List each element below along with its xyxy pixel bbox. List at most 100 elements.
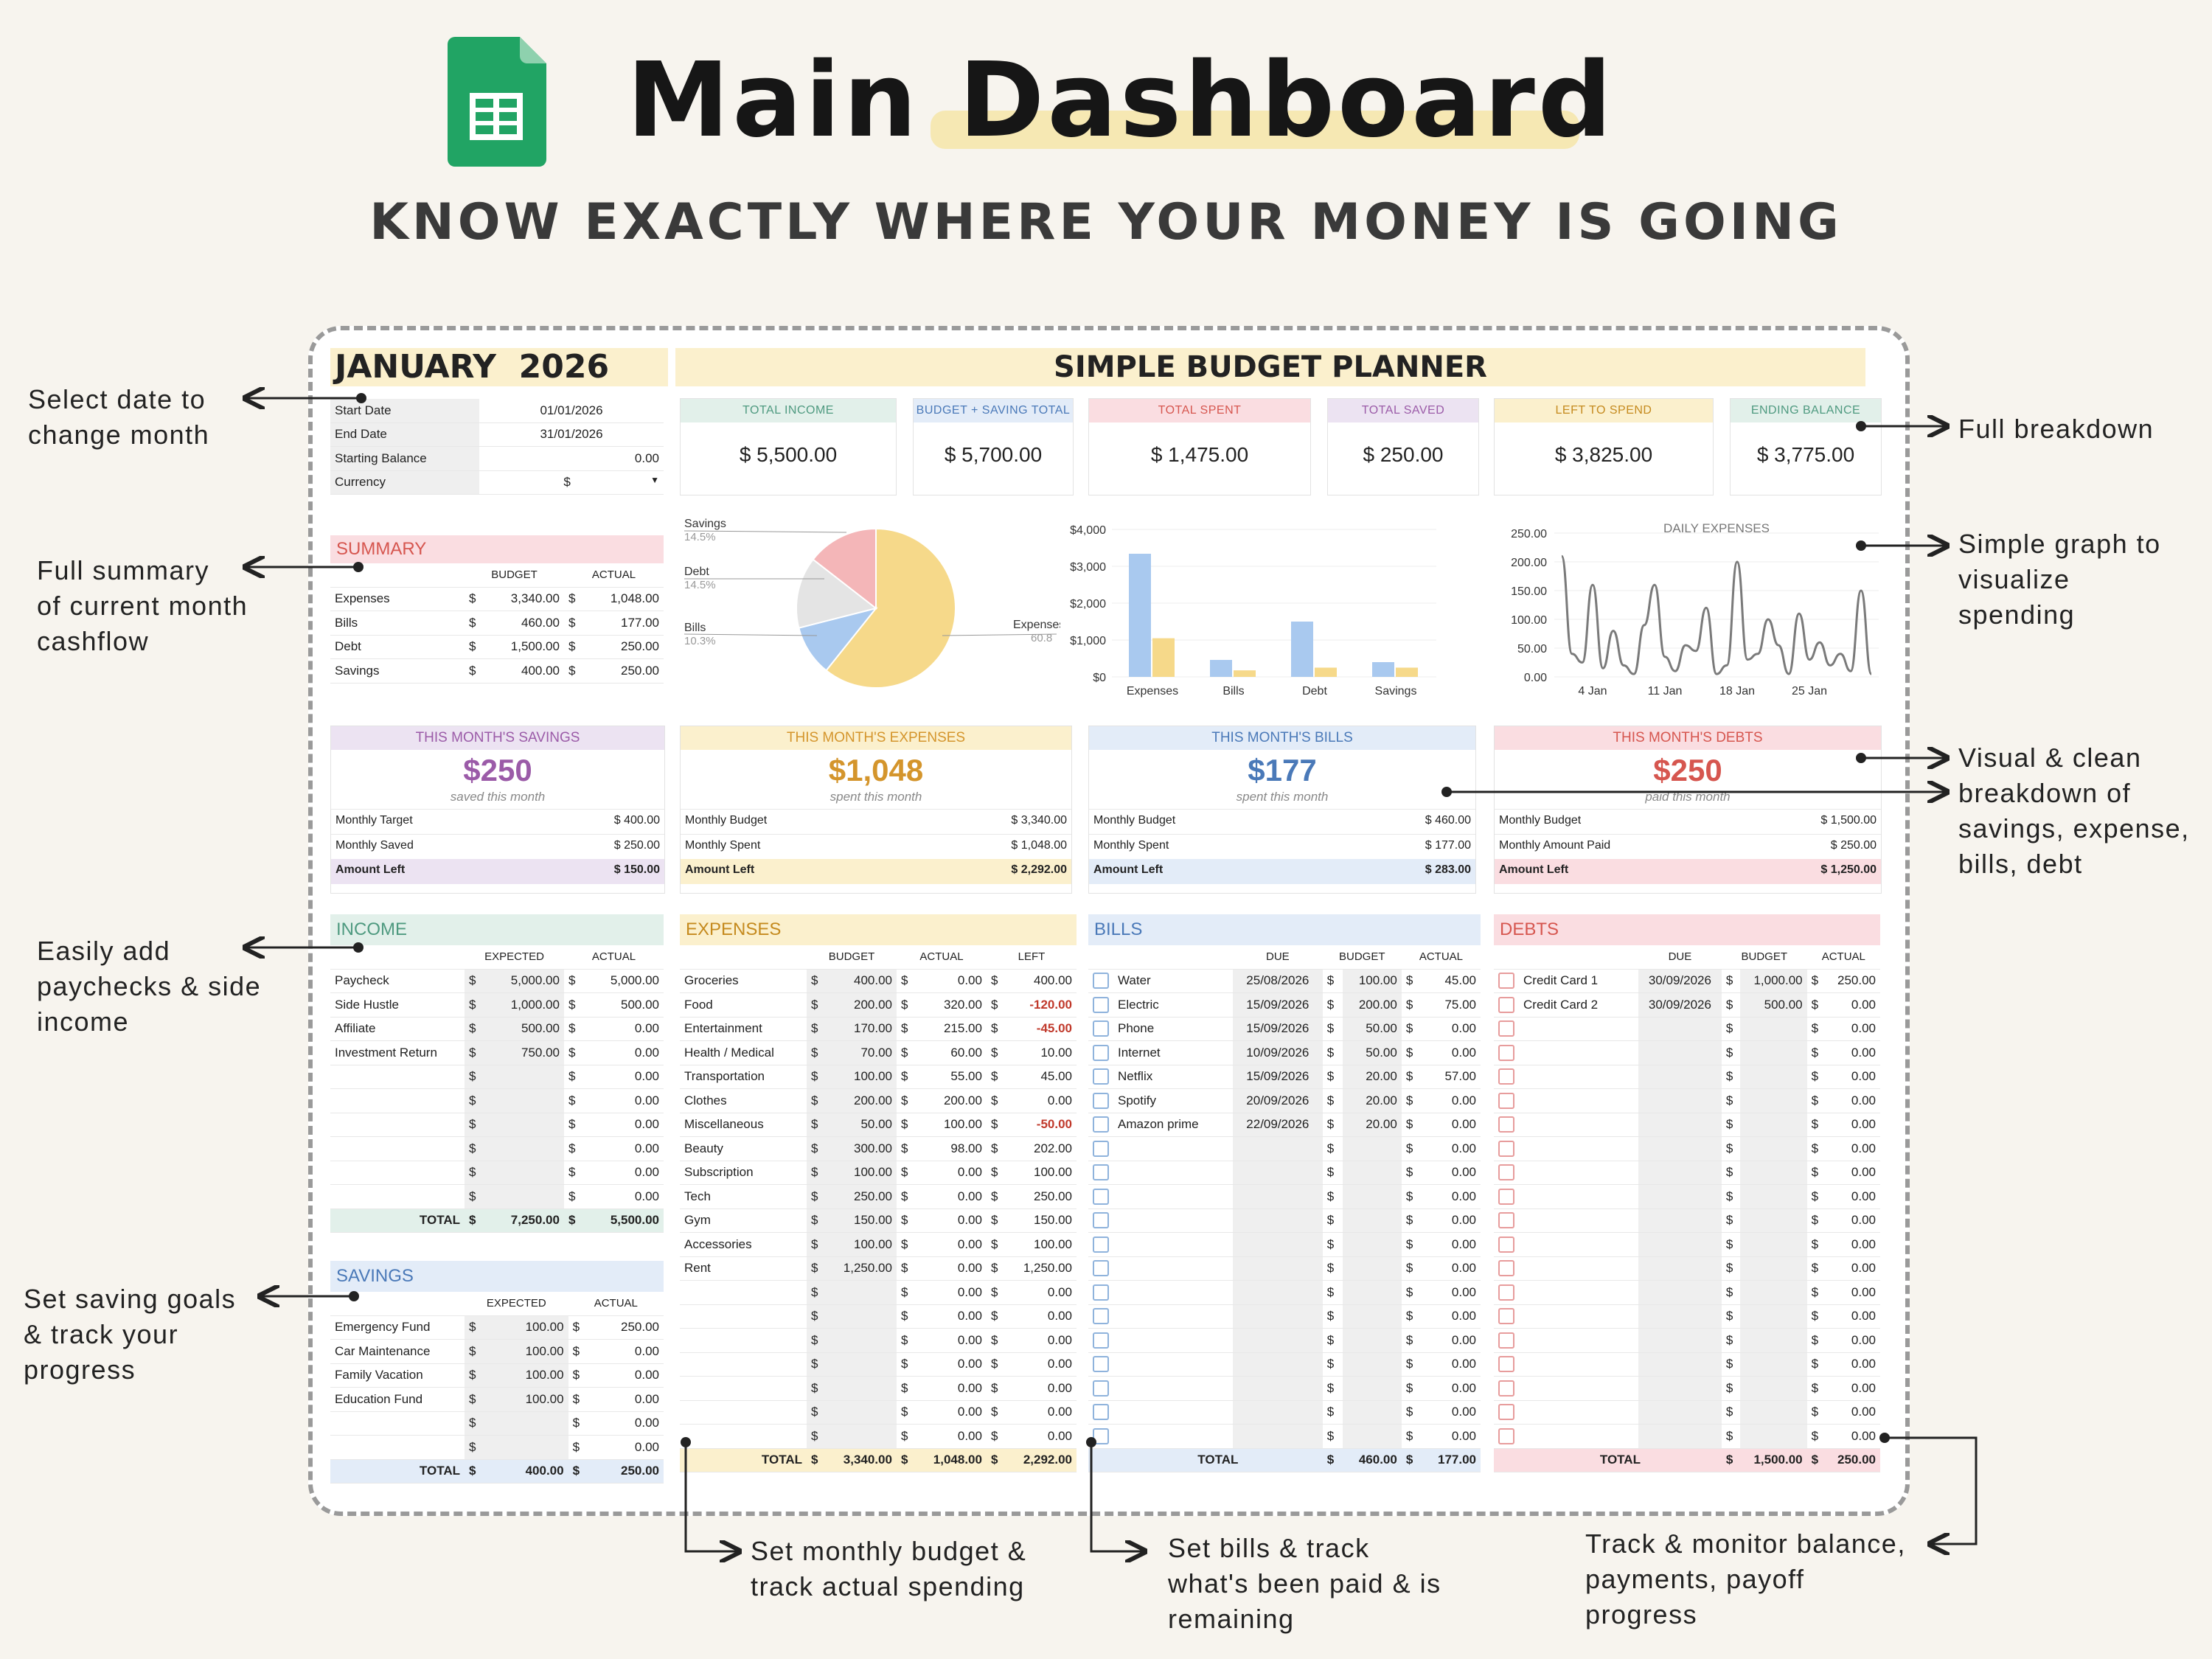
table-row[interactable]: $ $0.00 <box>330 1161 664 1185</box>
table-row[interactable]: Credit Card 2 30/09/2026 $500.00 $0.00 <box>1494 992 1880 1018</box>
table-row[interactable]: $ $0.00 <box>1494 1208 1880 1233</box>
checkbox[interactable] <box>1093 1308 1109 1325</box>
checkbox[interactable] <box>1498 1212 1514 1229</box>
table-row[interactable]: $ $0.00 <box>330 1435 664 1460</box>
table-row[interactable]: Netflix 15/09/2026 $20.00 $57.00 <box>1088 1065 1481 1089</box>
checkbox[interactable] <box>1093 1140 1109 1157</box>
checkbox[interactable] <box>1498 1092 1514 1109</box>
table-row[interactable]: Health / Medical $70.00 $60.00 $10.00 <box>680 1040 1077 1065</box>
table-row[interactable]: $ $0.00 <box>1494 1161 1880 1185</box>
table-row[interactable]: Electric 15/09/2026 $200.00 $75.00 <box>1088 992 1481 1018</box>
table-row[interactable]: Phone 15/09/2026 $50.00 $0.00 <box>1088 1017 1481 1041</box>
checkbox[interactable] <box>1498 1332 1514 1349</box>
table-row[interactable]: $ $0.00 <box>1494 1017 1880 1041</box>
table-row[interactable]: $ $0.00 <box>1494 1184 1880 1209</box>
table-row[interactable]: Miscellaneous $50.00 $100.00 $ -50.00 <box>680 1113 1077 1137</box>
table-row[interactable]: Food $200.00 $320.00 $ -120.00 <box>680 992 1077 1018</box>
table-row[interactable]: Credit Card 1 30/09/2026 $1,000.00 $250.00 <box>1494 969 1880 993</box>
table-row[interactable]: Internet 10/09/2026 $50.00 $0.00 <box>1088 1040 1481 1065</box>
checkbox[interactable] <box>1093 1212 1109 1229</box>
table-row[interactable]: $ $0.00 $0.00 <box>680 1400 1077 1425</box>
checkbox[interactable] <box>1093 1332 1109 1349</box>
checkbox[interactable] <box>1498 973 1514 990</box>
table-row[interactable]: Car Maintenance $100.00 $0.00 <box>330 1339 664 1364</box>
checkbox[interactable] <box>1498 1284 1514 1301</box>
table-row[interactable]: $ $0.00 <box>330 1088 664 1113</box>
table-row[interactable]: Education Fund $100.00 $0.00 <box>330 1387 664 1412</box>
checkbox[interactable] <box>1093 1068 1109 1085</box>
checkbox[interactable] <box>1093 1092 1109 1109</box>
table-row[interactable]: Transportation $100.00 $55.00 $45.00 <box>680 1065 1077 1089</box>
table-row[interactable]: $ $0.00 $0.00 <box>680 1352 1077 1377</box>
table-row[interactable]: $ $0.00 <box>1494 1280 1880 1305</box>
checkbox[interactable] <box>1093 1044 1109 1061</box>
table-row[interactable]: Paycheck $5,000.00 $5,000.00 <box>330 969 664 993</box>
table-row[interactable]: $ $0.00 <box>1088 1208 1481 1233</box>
checkbox[interactable] <box>1498 1188 1514 1205</box>
table-row[interactable]: Accessories $100.00 $0.00 $100.00 <box>680 1232 1077 1257</box>
checkbox[interactable] <box>1498 1068 1514 1085</box>
table-row[interactable]: Side Hustle $1,000.00 $500.00 <box>330 992 664 1018</box>
end-date-input[interactable]: 31/01/2026 <box>479 422 664 447</box>
checkbox[interactable] <box>1093 1116 1109 1133</box>
checkbox[interactable] <box>1093 973 1109 990</box>
table-row[interactable]: $ $0.00 <box>1088 1161 1481 1185</box>
table-row[interactable]: $ $0.00 <box>1494 1113 1880 1137</box>
table-row[interactable]: Family Vacation $100.00 $0.00 <box>330 1363 664 1388</box>
table-row[interactable]: $ $0.00 <box>1088 1352 1481 1377</box>
table-row[interactable]: Spotify 20/09/2026 $20.00 $0.00 <box>1088 1088 1481 1113</box>
table-row[interactable]: $ $0.00 <box>1494 1136 1880 1161</box>
table-row[interactable]: Beauty $300.00 $98.00 $202.00 <box>680 1136 1077 1161</box>
checkbox[interactable] <box>1498 1308 1514 1325</box>
starting-balance-input[interactable]: 0.00 <box>479 446 664 471</box>
checkbox[interactable] <box>1498 996 1514 1013</box>
table-row[interactable]: $ $0.00 <box>1088 1424 1481 1449</box>
table-row[interactable]: $ $0.00 $0.00 <box>680 1424 1077 1449</box>
table-row[interactable]: $ $0.00 $0.00 <box>680 1280 1077 1305</box>
checkbox[interactable] <box>1093 1164 1109 1181</box>
table-row[interactable]: $ $0.00 <box>1088 1256 1481 1281</box>
table-row[interactable]: Affiliate $500.00 $0.00 <box>330 1017 664 1041</box>
checkbox[interactable] <box>1498 1164 1514 1181</box>
table-row[interactable]: $ $0.00 <box>330 1184 664 1209</box>
checkbox[interactable] <box>1093 1380 1109 1397</box>
table-row[interactable]: $ $0.00 <box>1494 1304 1880 1329</box>
start-date-input[interactable]: 01/01/2026 <box>479 399 664 423</box>
table-row[interactable]: $ $0.00 <box>330 1113 664 1137</box>
table-row[interactable]: $ $0.00 <box>1494 1400 1880 1425</box>
table-row[interactable]: $ $0.00 <box>1494 1376 1880 1401</box>
table-row[interactable]: $ $0.00 <box>1494 1328 1880 1353</box>
checkbox[interactable] <box>1498 1236 1514 1253</box>
table-row[interactable]: $ $0.00 <box>1088 1232 1481 1257</box>
checkbox[interactable] <box>1498 1404 1514 1421</box>
month-header[interactable]: JANUARY 2026 <box>330 348 668 386</box>
table-row[interactable]: Subscription $100.00 $0.00 $100.00 <box>680 1161 1077 1185</box>
table-row[interactable]: $ $0.00 <box>1088 1376 1481 1401</box>
checkbox[interactable] <box>1498 1044 1514 1061</box>
table-row[interactable]: $ $0.00 <box>1494 1424 1880 1449</box>
table-row[interactable]: Emergency Fund $100.00 $250.00 <box>330 1315 664 1340</box>
checkbox[interactable] <box>1093 1236 1109 1253</box>
table-row[interactable]: $ $0.00 <box>1088 1304 1481 1329</box>
checkbox[interactable] <box>1498 1116 1514 1133</box>
checkbox[interactable] <box>1498 1427 1514 1444</box>
table-row[interactable]: $ $0.00 <box>1494 1232 1880 1257</box>
checkbox[interactable] <box>1498 1380 1514 1397</box>
table-row[interactable]: $ $0.00 <box>1088 1400 1481 1425</box>
checkbox[interactable] <box>1093 996 1109 1013</box>
table-row[interactable]: Rent $1,250.00 $0.00 $1,250.00 <box>680 1256 1077 1281</box>
table-row[interactable]: $ $0.00 <box>330 1065 664 1089</box>
checkbox[interactable] <box>1093 1020 1109 1037</box>
checkbox[interactable] <box>1093 1284 1109 1301</box>
checkbox[interactable] <box>1498 1356 1514 1373</box>
checkbox[interactable] <box>1093 1188 1109 1205</box>
table-row[interactable]: Entertainment $170.00 $215.00 $ -45.00 <box>680 1017 1077 1041</box>
checkbox[interactable] <box>1498 1140 1514 1157</box>
checkbox[interactable] <box>1093 1404 1109 1421</box>
table-row[interactable]: $ $0.00 $0.00 <box>680 1376 1077 1401</box>
table-row[interactable]: Water 25/08/2026 $100.00 $45.00 <box>1088 969 1481 993</box>
table-row[interactable]: Gym $150.00 $0.00 $150.00 <box>680 1208 1077 1233</box>
table-row[interactable]: $ $0.00 <box>1088 1184 1481 1209</box>
checkbox[interactable] <box>1093 1260 1109 1277</box>
table-row[interactable]: $ $0.00 <box>1494 1256 1880 1281</box>
